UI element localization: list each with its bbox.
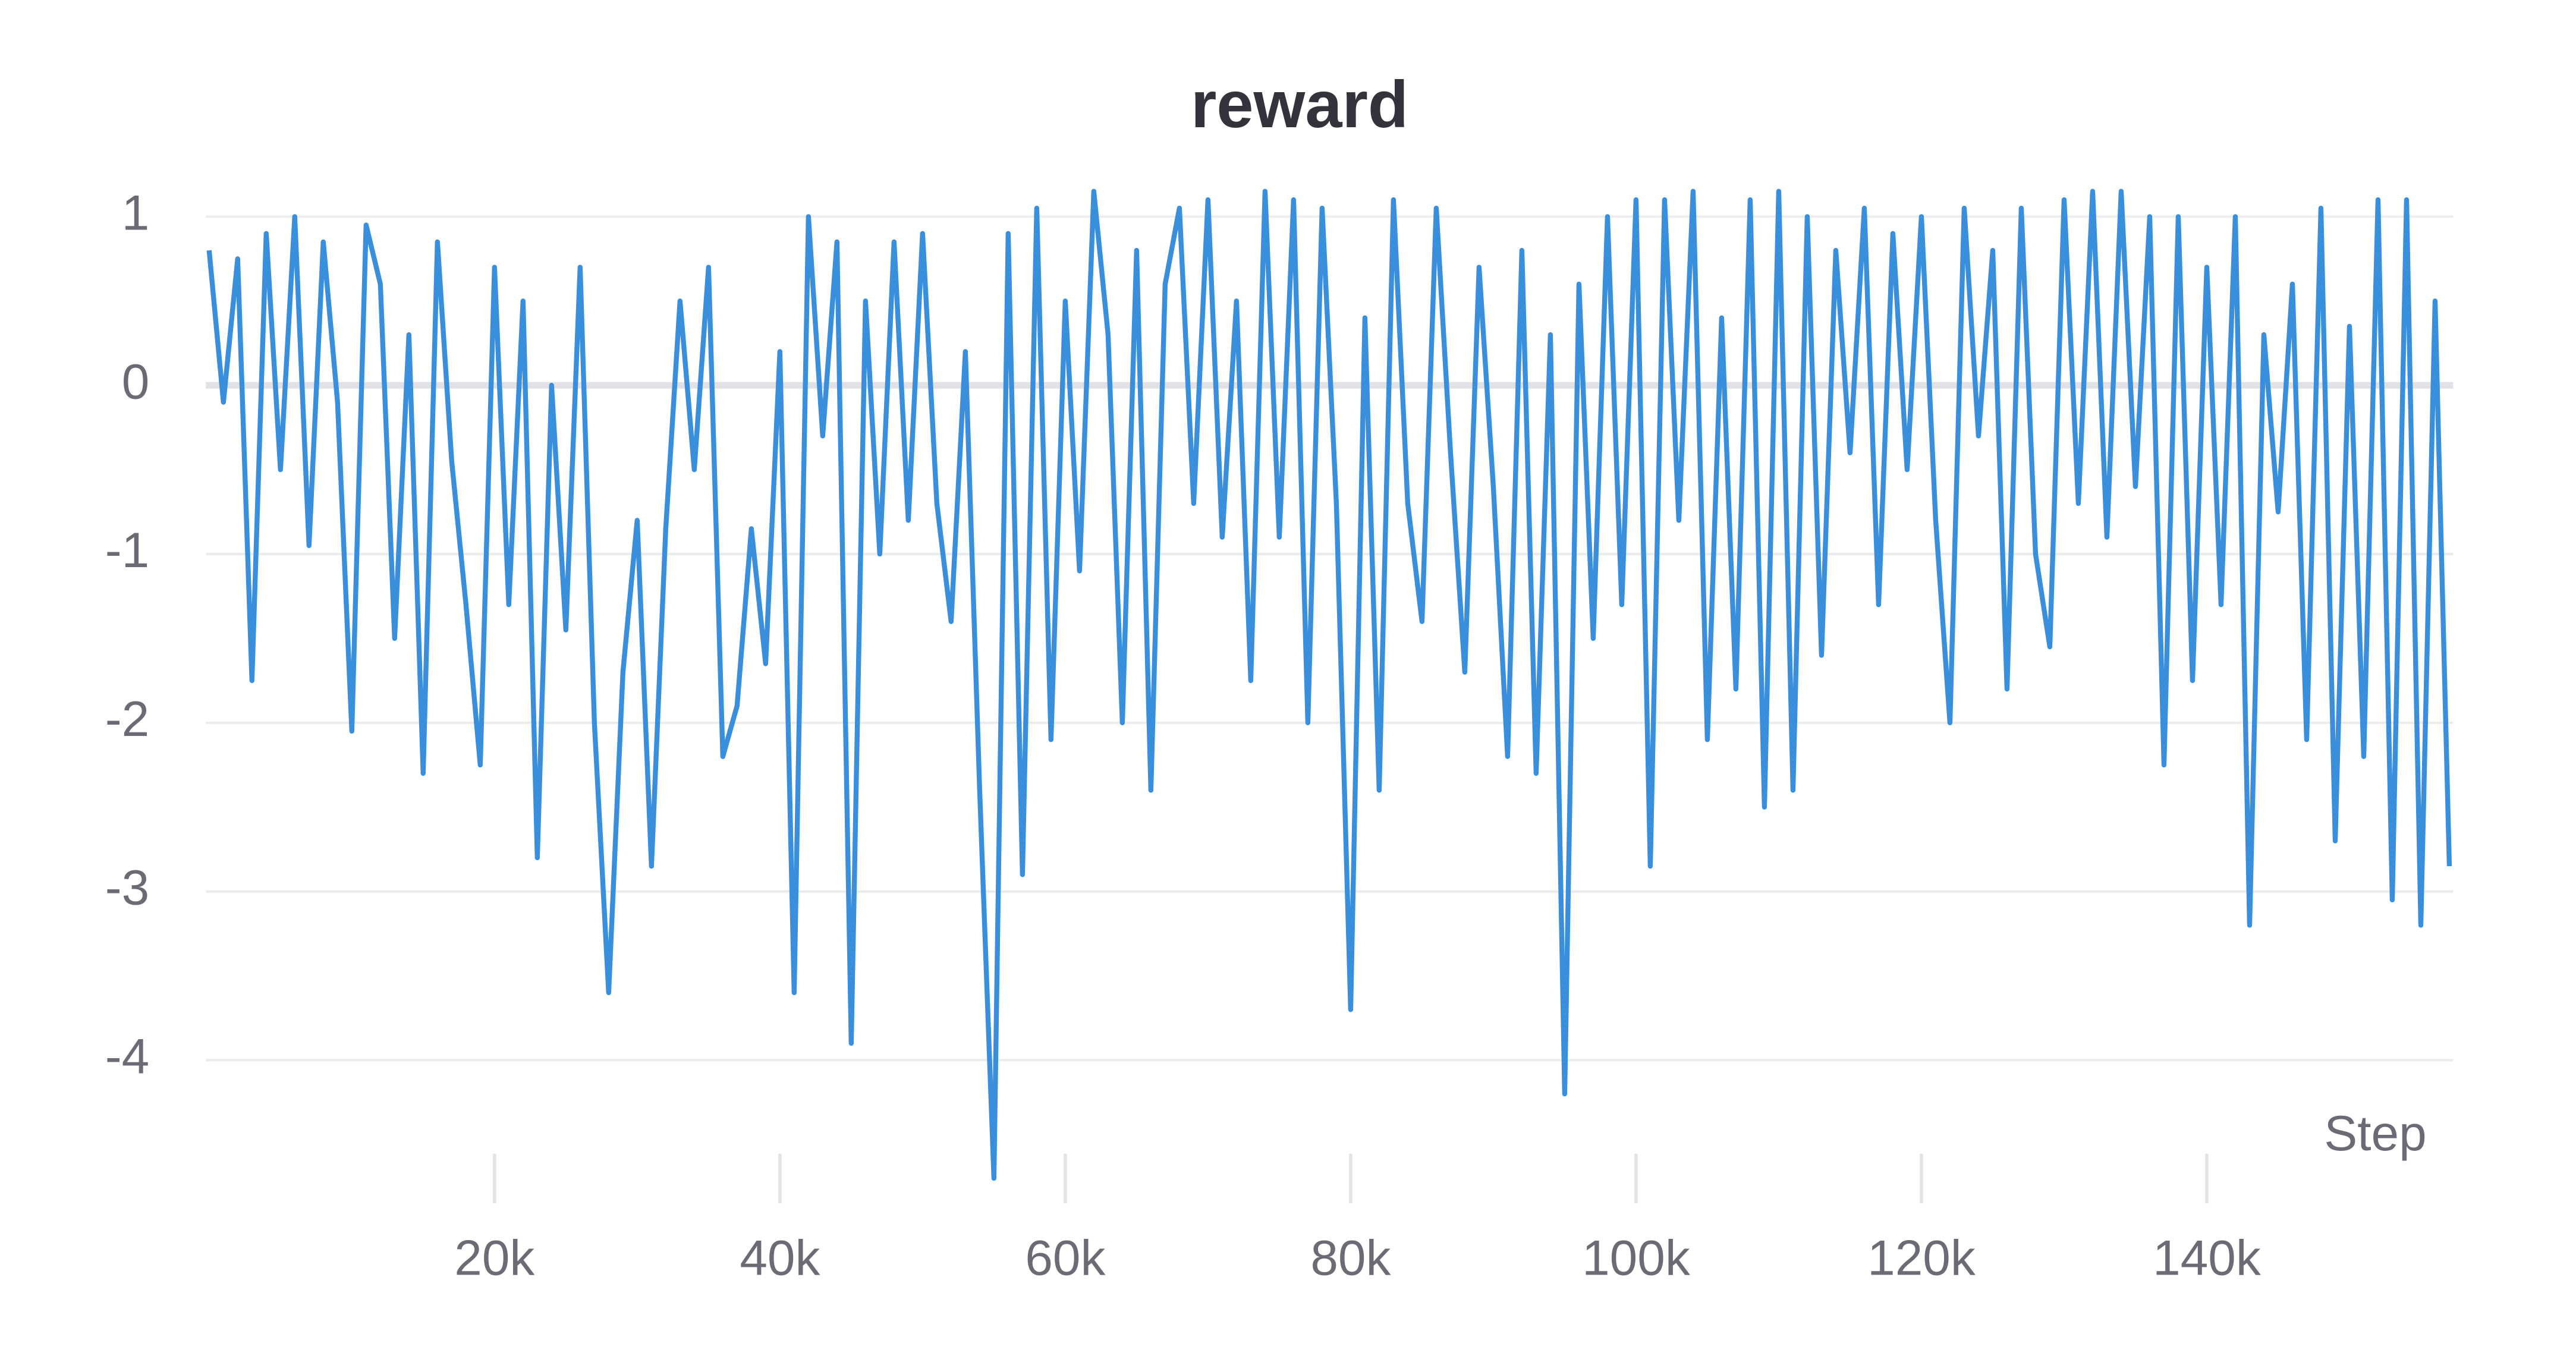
data-line	[206, 188, 2452, 1181]
chart-title: reward	[1191, 67, 1408, 141]
x-tick-label: 60k	[1025, 1229, 1105, 1285]
y-tick-label: -1	[105, 522, 149, 578]
x-tick-label: 140k	[2153, 1229, 2261, 1285]
y-tick-label: -4	[105, 1028, 149, 1084]
x-tick-label: 120k	[1867, 1229, 1976, 1285]
x-tick-label: 80k	[1310, 1229, 1391, 1285]
y-tick-label: 1	[122, 185, 150, 241]
x-axis-label: Step	[2324, 1105, 2426, 1161]
y-tick-label: -3	[105, 860, 149, 915]
x-tick-label: 100k	[1582, 1229, 1690, 1285]
y-tick-label: -2	[105, 691, 149, 747]
x-tick-label: 20k	[454, 1229, 534, 1285]
y-tick-label: 0	[122, 353, 150, 409]
x-tick-label: 40k	[740, 1229, 820, 1285]
